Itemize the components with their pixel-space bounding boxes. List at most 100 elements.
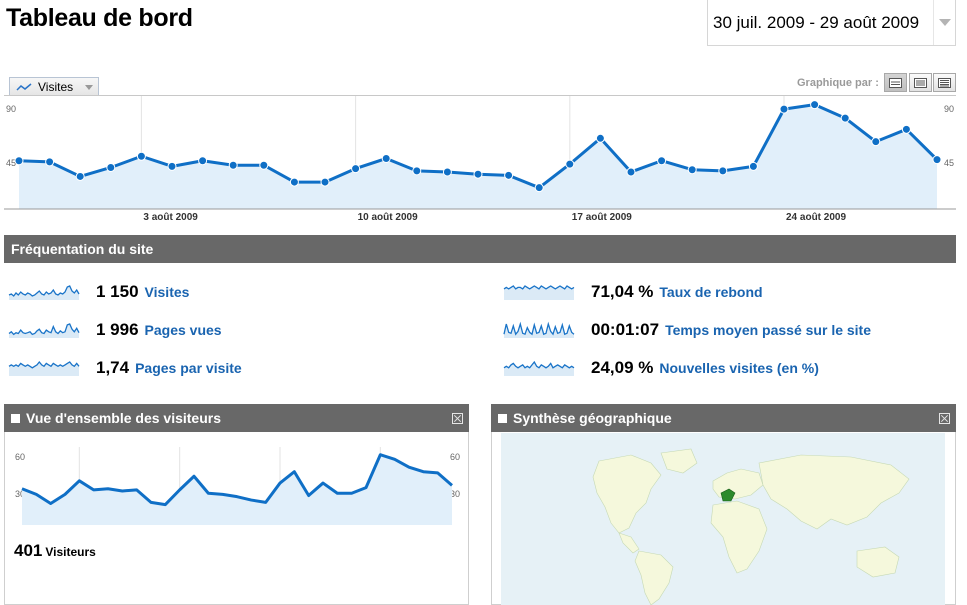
visits-line-chart[interactable]: 90 45 90 45 3 août 2009 10 août 2009 17 ao… <box>4 95 956 225</box>
sparkline-area <box>504 362 574 376</box>
y-axis-max-label: 60 <box>15 452 25 462</box>
stat-new-visits[interactable]: 24,09 % Nouvelles visites (en %) <box>503 355 819 381</box>
australia-shape[interactable] <box>856 546 900 578</box>
sparkline-area <box>504 286 574 300</box>
visitors-count: 401 Visiteurs <box>14 541 96 561</box>
data-point-1[interactable] <box>45 157 55 167</box>
data-point-15[interactable] <box>473 169 483 179</box>
europe-shape[interactable] <box>712 468 764 500</box>
sparkline-line <box>8 360 80 369</box>
data-point-17[interactable] <box>534 183 544 193</box>
site-usage-title: Fréquentation du site <box>11 241 154 257</box>
data-point-23[interactable] <box>718 166 728 176</box>
stat-label-link[interactable]: Nouvelles visites (en %) <box>659 360 819 376</box>
data-point-6[interactable] <box>198 156 208 166</box>
france-highlight[interactable] <box>720 488 736 502</box>
stat-label-link[interactable]: Taux de rebond <box>659 284 763 300</box>
data-point-7[interactable] <box>228 160 238 170</box>
y-axis-mid-label: 45 <box>6 158 16 168</box>
date-range-picker[interactable]: 30 juil. 2009 - 29 août 2009 <box>707 0 956 46</box>
data-point-24[interactable] <box>748 161 758 171</box>
chevron-down-icon <box>85 84 93 90</box>
data-point-18[interactable] <box>565 159 575 169</box>
stat-value: 1,74 <box>96 358 130 377</box>
data-point-27[interactable] <box>840 113 850 123</box>
data-point-25[interactable] <box>779 104 789 114</box>
sparkline-line <box>503 285 575 290</box>
graph-by-week-button[interactable] <box>909 73 932 92</box>
stat-label-link[interactable]: Pages vues <box>144 322 222 338</box>
data-point-28[interactable] <box>871 137 881 147</box>
visitors-line-chart[interactable]: 60 30 60 30 <box>14 447 462 529</box>
data-point-14[interactable] <box>442 167 452 177</box>
sparkline-area <box>9 362 79 376</box>
y-axis-mid-label-right: 30 <box>450 489 460 499</box>
drag-handle-icon[interactable] <box>498 413 507 423</box>
x-axis-label: 10 août 2009 <box>358 212 418 223</box>
graph-by-month-button[interactable] <box>933 73 956 92</box>
metric-selector[interactable]: Visites <box>9 77 99 96</box>
africa-shape[interactable] <box>710 500 768 574</box>
data-point-0[interactable] <box>14 156 24 166</box>
data-point-12[interactable] <box>381 154 391 163</box>
sparkline-line <box>503 321 575 336</box>
stat-label-link[interactable]: Temps moyen passé sur le site <box>665 322 872 338</box>
graph-week-icon <box>914 77 927 88</box>
close-icon[interactable] <box>939 412 950 424</box>
data-point-4[interactable] <box>136 151 146 161</box>
sparkline-line <box>8 285 80 297</box>
graph-by-day-button[interactable] <box>884 73 907 92</box>
drag-handle-icon[interactable] <box>11 413 20 423</box>
x-axis-label: 17 août 2009 <box>572 212 632 223</box>
y-axis-mid-label-right: 45 <box>944 158 954 168</box>
geo-overview-title: Synthèse géographique <box>513 410 672 426</box>
data-point-10[interactable] <box>320 177 330 187</box>
y-axis-max-label-right: 90 <box>944 104 954 114</box>
data-point-22[interactable] <box>687 165 697 175</box>
data-point-19[interactable] <box>595 133 605 143</box>
data-point-21[interactable] <box>657 156 667 166</box>
data-point-30[interactable] <box>932 155 942 165</box>
chevron-down-icon[interactable] <box>933 0 955 45</box>
sparkline-pages-per-visit <box>8 360 80 376</box>
data-point-11[interactable] <box>351 164 361 174</box>
site-usage-header: Fréquentation du site <box>4 235 956 263</box>
south-america-shape[interactable] <box>634 550 674 605</box>
sparkline-line <box>8 323 80 336</box>
sparkline-line <box>503 360 575 369</box>
world-map[interactable] <box>501 433 945 605</box>
stat-label-link[interactable]: Visites <box>144 284 190 300</box>
graph-month-icon <box>938 77 951 88</box>
data-point-13[interactable] <box>412 166 422 176</box>
stat-pageviews[interactable]: 1 996 Pages vues <box>8 317 222 343</box>
sparkline-new-visits <box>503 360 575 376</box>
stat-label-link[interactable]: Pages par visite <box>135 360 242 376</box>
x-axis-label: 3 août 2009 <box>143 212 198 223</box>
visitors-overview-header[interactable]: Vue d'ensemble des visiteurs <box>4 404 469 432</box>
visitors-count-label: Visiteurs <box>45 545 96 559</box>
north-america-shape[interactable] <box>592 454 662 534</box>
data-point-2[interactable] <box>75 171 85 181</box>
visitors-count-value: 401 <box>14 541 43 560</box>
data-point-3[interactable] <box>106 162 116 172</box>
graph-day-icon <box>889 77 902 88</box>
stat-avg-time[interactable]: 00:01:07 Temps moyen passé sur le site <box>503 317 871 343</box>
asia-shape[interactable] <box>758 454 910 530</box>
data-point-8[interactable] <box>259 160 269 170</box>
graph-by-label: Graphique par : <box>797 77 879 89</box>
close-icon[interactable] <box>452 412 463 424</box>
stat-pages-per-visit[interactable]: 1,74 Pages par visite <box>8 355 242 381</box>
stat-bounce-rate[interactable]: 71,04 % Taux de rebond <box>503 279 763 305</box>
data-point-20[interactable] <box>626 167 636 177</box>
stat-value: 1 996 <box>96 320 139 339</box>
data-point-29[interactable] <box>901 124 911 134</box>
greenland-shape[interactable] <box>660 448 698 474</box>
date-range-text: 30 juil. 2009 - 29 août 2009 <box>713 12 920 32</box>
data-point-9[interactable] <box>289 177 299 187</box>
data-point-26[interactable] <box>810 100 820 110</box>
data-point-16[interactable] <box>504 170 514 180</box>
data-point-5[interactable] <box>167 161 177 171</box>
stat-visits[interactable]: 1 150 Visites <box>8 279 189 305</box>
geo-overview-header[interactable]: Synthèse géographique <box>491 404 956 432</box>
central-america-shape[interactable] <box>618 532 640 554</box>
